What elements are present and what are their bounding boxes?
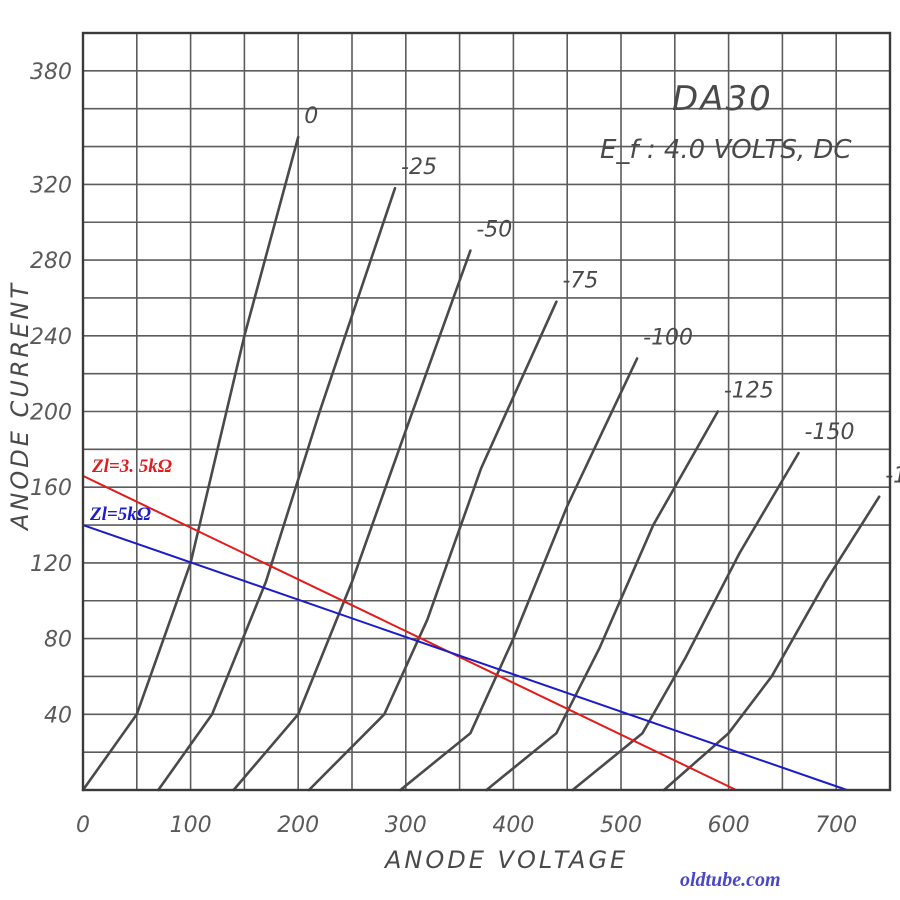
chart-title: DA30 (672, 79, 773, 119)
y-tick-label: 240 (30, 325, 72, 350)
load-line (82, 474, 737, 791)
y-tick-label: 120 (30, 552, 72, 577)
curve-label: -150 (805, 420, 855, 445)
x-tick-label: 400 (492, 813, 534, 838)
curve-label: 0 (304, 104, 318, 129)
x-tick-label: 500 (600, 813, 642, 838)
x-tick-label: 100 (170, 813, 212, 838)
load-line (82, 524, 848, 791)
curve-label: -175 (885, 464, 900, 489)
y-tick-label: 320 (30, 173, 72, 198)
plot-frame (81, 31, 892, 792)
curve-grid-neg125 (485, 410, 720, 792)
tick-labels: 0 100 200 300 400 500 600 700 40 80 120 160 200 240 28… (30, 60, 857, 838)
load-line-label: Zl=3. 5kΩ (91, 456, 172, 477)
x-tick-label: 600 (708, 813, 750, 838)
y-tick-label: 160 (30, 476, 72, 501)
curve-label: -100 (643, 326, 693, 351)
curve-label: -125 (724, 379, 774, 404)
curve-grid-neg25 (157, 186, 397, 792)
x-tick-label: 200 (277, 813, 319, 838)
curve-grid-neg75 (307, 300, 558, 792)
y-axis-title: ANODE CURRENT (6, 281, 34, 532)
curve-labels: 0 -25 -50 -75 -100 -125 -150 -175 (304, 104, 900, 489)
y-tick-label: 200 (30, 401, 72, 426)
curve-label: -50 (476, 218, 512, 243)
x-tick-label: 300 (385, 813, 427, 838)
y-tick-label: 80 (44, 628, 72, 653)
curve-label: -75 (562, 269, 598, 294)
chart-subtitle: E_f : 4.0 VOLTS, DC (600, 135, 852, 165)
grid (83, 33, 890, 790)
y-tick-label: 40 (44, 703, 72, 728)
x-axis-title: ANODE VOLTAGE (383, 846, 628, 874)
x-tick-label: 700 (815, 813, 857, 838)
load-lines: Zl=3. 5kΩ Zl=5kΩ (82, 456, 848, 791)
load-line-label: Zl=5kΩ (89, 504, 151, 525)
x-tick-label: 0 (76, 813, 90, 838)
curve-grid-neg175 (662, 495, 881, 792)
curve-grid-neg150 (571, 451, 800, 792)
y-tick-label: 380 (30, 60, 72, 85)
curve-label: -25 (401, 155, 437, 180)
curve-grid-neg100 (399, 357, 639, 792)
watermark: oldtube.com (680, 869, 781, 891)
curve-grid-neg50 (232, 249, 472, 792)
y-tick-label: 280 (30, 249, 72, 274)
